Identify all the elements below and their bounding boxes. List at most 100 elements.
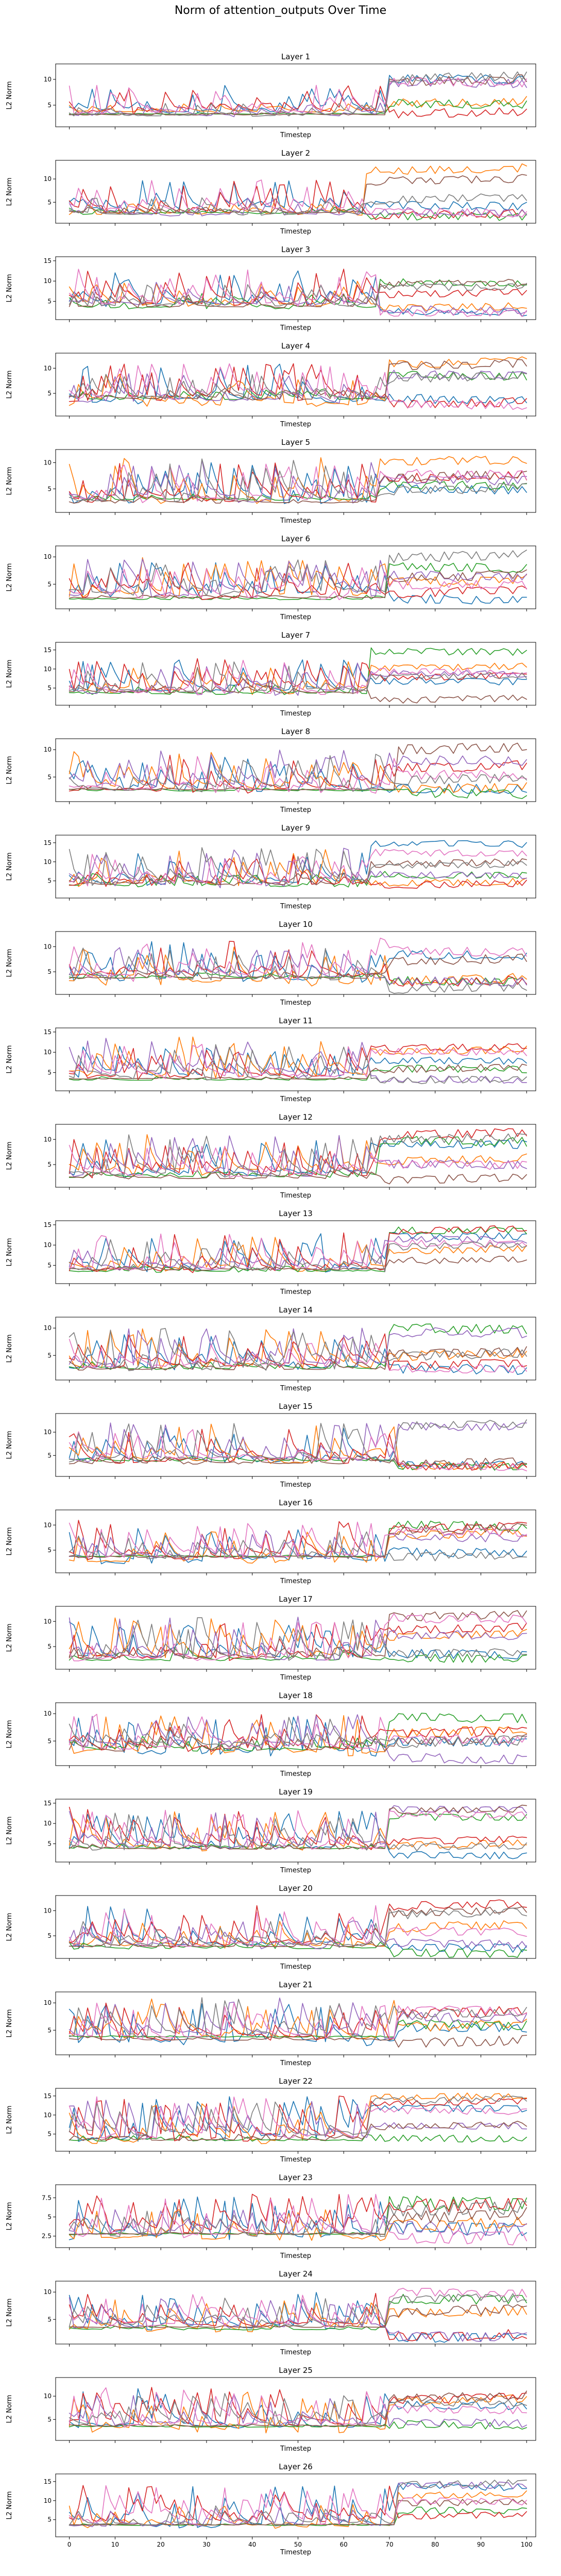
series-line-8 xyxy=(69,2293,527,2327)
series-line-7 xyxy=(69,756,527,794)
series-line-3 xyxy=(69,2134,527,2142)
x-axis-label: Timestep xyxy=(280,2445,311,2453)
x-tick-label: 50 xyxy=(294,2541,302,2548)
subplot-title: Layer 7 xyxy=(281,630,310,640)
y-tick-label: 5 xyxy=(47,1932,52,1939)
series-line-8 xyxy=(69,2393,527,2427)
series-line-8 xyxy=(69,193,527,216)
subplot-title: Layer 26 xyxy=(279,2462,313,2471)
plot-frame xyxy=(55,353,536,417)
series-line-3 xyxy=(69,562,527,601)
y-tick-label: 10 xyxy=(44,666,52,673)
y-axis-label: L2 Norm xyxy=(6,1141,13,1170)
series-line-7 xyxy=(69,2288,527,2328)
series-line-5 xyxy=(69,750,527,789)
series-group xyxy=(69,1323,527,1375)
series-line-8 xyxy=(69,458,527,502)
subplot-title: Layer 13 xyxy=(279,1209,313,1218)
series-line-8 xyxy=(69,1813,527,1852)
y-tick-label: 10 xyxy=(44,2112,52,2119)
subplot-layer-20: Layer 20 5 10 L2 Norm Timestep xyxy=(6,1884,536,1971)
subplot-layer-9: Layer 9 5 10 15 L2 Norm Timestep xyxy=(6,823,536,910)
y-axis-label: L2 Norm xyxy=(6,177,13,206)
series-line-8 xyxy=(69,1419,527,1463)
y-tick-label: 5 xyxy=(47,877,52,885)
y-axis-label: L2 Norm xyxy=(6,81,13,109)
plot-frame xyxy=(55,2184,536,2248)
series-line-2 xyxy=(69,1715,527,1756)
series-line-5 xyxy=(69,1038,527,1084)
series-line-5 xyxy=(69,459,527,504)
series-line-7 xyxy=(69,2485,527,2525)
plot-frame xyxy=(55,1606,536,1670)
y-tick-label: 5 xyxy=(47,2026,52,2034)
series-line-1 xyxy=(69,2096,527,2142)
subplot-title: Layer 1 xyxy=(281,52,310,61)
series-line-5 xyxy=(69,1714,527,1765)
series-line-4 xyxy=(69,1806,527,1850)
series-line-1 xyxy=(69,1334,527,1375)
subplot-title: Layer 8 xyxy=(281,727,310,736)
series-line-7 xyxy=(69,1144,527,1178)
y-tick-label: 5 xyxy=(47,2416,52,2423)
series-line-8 xyxy=(69,1044,527,1084)
y-axis-label: L2 Norm xyxy=(6,1238,13,1266)
subplot-layer-1: Layer 1 5 10 L2 Norm Timestep xyxy=(6,52,536,139)
plot-frame xyxy=(55,160,536,224)
series-group xyxy=(69,840,527,889)
series-line-6 xyxy=(69,1906,527,1948)
series-line-8 xyxy=(69,661,527,693)
subplot-layer-12: Layer 12 5 10 L2 Norm Timestep xyxy=(6,1112,536,1200)
y-tick-label: 10 xyxy=(44,1820,52,1827)
x-axis-label: Timestep xyxy=(280,2156,311,2164)
y-tick-label: 10 xyxy=(44,2392,52,2400)
series-line-6 xyxy=(69,1170,527,1185)
x-tick-label: 60 xyxy=(340,2541,348,2548)
plot-frame xyxy=(55,1220,536,1284)
series-line-6 xyxy=(69,2035,527,2048)
series-line-2 xyxy=(69,849,527,887)
subplot-title: Layer 15 xyxy=(279,1402,313,1411)
y-tick-label: 10 xyxy=(44,1710,52,1717)
x-axis-label: Timestep xyxy=(280,228,311,236)
series-line-8 xyxy=(69,282,527,307)
subplot-layer-13: Layer 13 5 10 15 L2 Norm Timestep xyxy=(6,1209,536,1296)
series-group xyxy=(69,2193,527,2246)
series-line-4 xyxy=(69,1043,527,1081)
subplot-title: Layer 16 xyxy=(279,1498,313,1507)
series-line-2 xyxy=(69,1528,527,1564)
subplot-title: Layer 11 xyxy=(279,1016,313,1025)
y-tick-label: 5 xyxy=(47,1262,52,1269)
series-line-5 xyxy=(69,847,527,888)
series-line-7 xyxy=(69,1714,527,1751)
y-tick-label: 10 xyxy=(44,858,52,866)
y-tick-label: 10 xyxy=(44,1999,52,2006)
series-line-8 xyxy=(69,754,527,792)
series-line-8 xyxy=(69,1907,527,1948)
subplot-layer-18: Layer 18 5 10 L2 Norm Timestep xyxy=(6,1691,536,1778)
series-line-6 xyxy=(69,2390,527,2427)
series-line-5 xyxy=(69,947,527,987)
series-line-4 xyxy=(69,755,527,794)
series-group xyxy=(69,163,527,221)
series-line-7 xyxy=(69,1339,527,1374)
series-group xyxy=(69,356,527,410)
x-axis-label: Timestep xyxy=(280,613,311,621)
y-tick-label: 5 xyxy=(47,773,52,780)
plot-frame xyxy=(55,1124,536,1188)
series-line-7 xyxy=(69,2002,527,2041)
series-line-7 xyxy=(69,269,527,318)
y-axis-label: L2 Norm xyxy=(6,659,13,688)
series-line-6 xyxy=(69,858,527,886)
subplot-layer-6: Layer 6 5 10 L2 Norm Timestep xyxy=(6,534,536,621)
x-axis-label: Timestep xyxy=(280,1288,311,1296)
y-axis-label: L2 Norm xyxy=(6,1045,13,1073)
series-line-7 xyxy=(69,660,527,695)
series-line-5 xyxy=(69,197,527,217)
y-tick-label: 5 xyxy=(47,1547,52,1554)
x-axis-label: Timestep xyxy=(280,1385,311,1392)
y-tick-label: 15 xyxy=(44,2092,52,2100)
subplot-layer-21: Layer 21 5 10 L2 Norm Timestep xyxy=(6,1980,536,2067)
series-group xyxy=(69,1899,527,1958)
y-tick-label: 10 xyxy=(44,1049,52,1056)
